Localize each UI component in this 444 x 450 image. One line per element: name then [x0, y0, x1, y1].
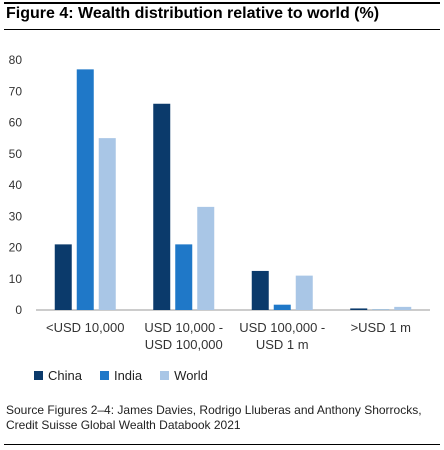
bar-world: [197, 206, 215, 310]
top-rule: [4, 2, 440, 4]
legend-label: World: [174, 368, 208, 383]
source-note: Source Figures 2–4: James Davies, Rodrig…: [6, 403, 422, 432]
y-tick-label: 60: [9, 116, 23, 130]
y-tick-label: 0: [15, 303, 22, 317]
y-tick-label: 30: [9, 209, 23, 223]
y-tick-label: 80: [9, 53, 23, 67]
title-rule: [4, 29, 440, 30]
bar-china: [153, 103, 171, 310]
bar-world: [394, 306, 412, 310]
legend-label: China: [48, 368, 82, 383]
bar-china: [251, 270, 269, 310]
y-tick-label: 20: [9, 241, 23, 255]
y-tick-label: 70: [9, 84, 23, 98]
y-tick-label: 50: [9, 147, 23, 161]
legend-swatch: [99, 371, 109, 380]
x-tick-label: USD 100,000 -: [239, 320, 325, 335]
bar-world: [295, 275, 313, 310]
legend: China India World: [34, 368, 208, 383]
y-tick-label: 10: [9, 272, 23, 286]
legend-item-india: India: [99, 368, 143, 383]
legend-label: India: [113, 368, 143, 383]
bar-india: [273, 304, 291, 310]
legend-swatch: [34, 371, 43, 380]
bar-india: [76, 69, 94, 310]
x-tick-label: USD 1 m: [256, 337, 309, 352]
x-tick-label: USD 100,000: [145, 337, 223, 352]
bar-china: [350, 308, 368, 310]
bar-chart: 0 10 20 30 40 50 60 70 80 <USD 10,000 USD 10,000 -…: [9, 53, 430, 352]
bar-india: [175, 244, 193, 310]
x-tick-label: >USD 1 m: [351, 320, 411, 335]
x-tick-label: USD 10,000 -: [144, 320, 223, 335]
legend-item-china: China: [34, 368, 82, 383]
bottom-rule: [4, 444, 440, 445]
figure-title: Figure 4: Wealth distribution relative t…: [6, 5, 380, 22]
bar-world: [98, 138, 116, 310]
legend-swatch: [160, 371, 170, 380]
x-tick-label: <USD 10,000: [46, 320, 124, 335]
y-tick-label: 40: [9, 178, 23, 192]
bar-china: [54, 244, 72, 310]
legend-item-world: World: [160, 368, 208, 383]
